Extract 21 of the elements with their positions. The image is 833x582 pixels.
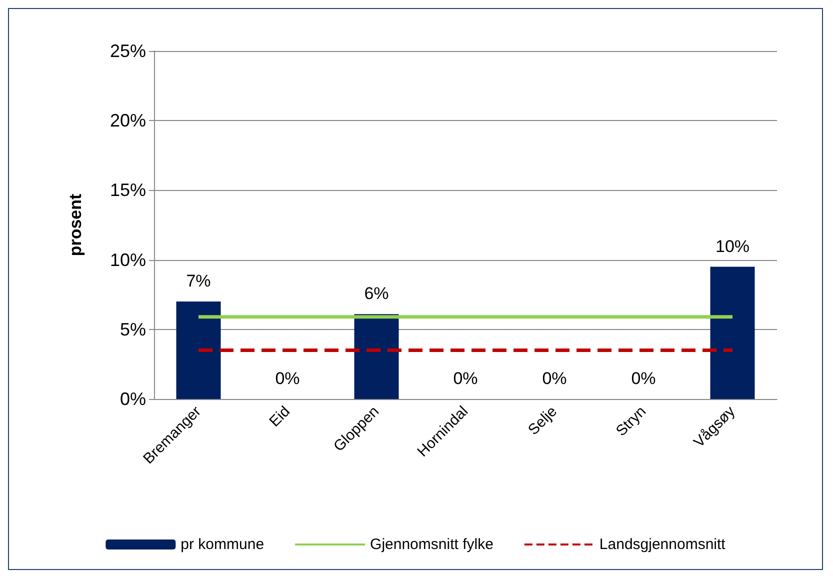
y-tick-label: 15% [110, 180, 146, 200]
y-tick-label: 20% [110, 110, 146, 131]
legend-label: Landsgjennomsnitt [599, 536, 726, 553]
y-tick-label: 25% [110, 41, 146, 61]
data-label: 10% [715, 236, 750, 256]
data-label: 0% [453, 369, 478, 388]
bar [710, 266, 755, 399]
bar [354, 314, 399, 399]
data-label: 0% [542, 369, 567, 388]
data-label: 6% [364, 284, 389, 304]
y-tick-label: 0% [120, 389, 146, 409]
data-label: 0% [275, 369, 300, 388]
legend-label: Gjennomsnitt fylke [370, 536, 494, 553]
x-tick-label: Eid [266, 402, 294, 430]
y-tick-label: 10% [110, 250, 146, 270]
legend-label: pr kommune [180, 536, 264, 553]
y-axis-title: prosent [66, 193, 85, 256]
bar [176, 302, 221, 399]
y-tick-label: 5% [120, 319, 146, 340]
data-label: 7% [186, 272, 211, 291]
data-label: 0% [631, 369, 656, 388]
